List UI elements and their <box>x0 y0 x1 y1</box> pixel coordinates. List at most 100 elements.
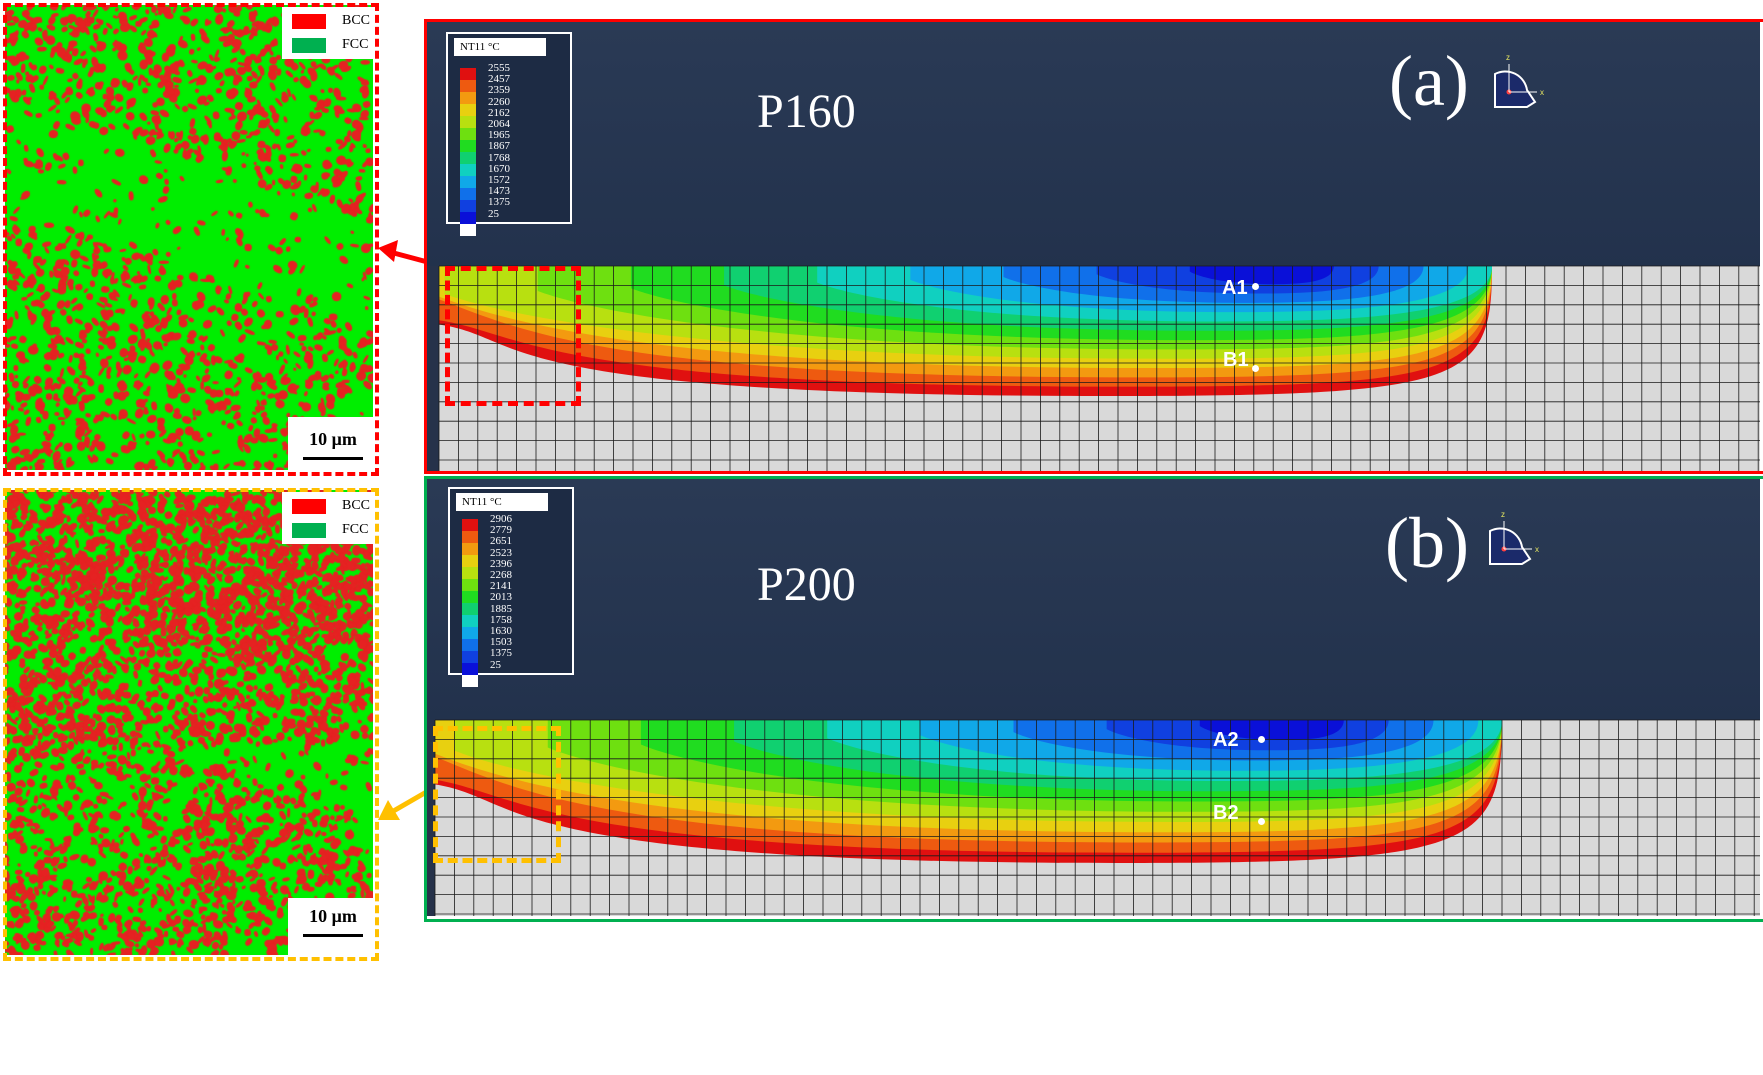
panel-a-frame <box>424 19 1763 474</box>
point-label-a2: A2 <box>1213 729 1239 751</box>
scale-bar-label-top: 10 μm <box>309 429 357 449</box>
point-dot-a2 <box>1258 736 1265 743</box>
colorbar-swatch <box>460 128 476 140</box>
sample-label-b: P200 <box>757 558 856 611</box>
axis-x-label-b: x <box>1535 545 1539 554</box>
zoom-frame-top <box>3 3 379 476</box>
point-label-b1: B1 <box>1223 349 1249 371</box>
colorbar-swatch <box>462 627 478 639</box>
colorbar-swatches-a <box>460 68 476 236</box>
colorbar-swatch <box>460 80 476 92</box>
colorbar-tick-label: 1758 <box>490 613 512 626</box>
scale-bar-bottom <box>303 934 363 937</box>
zoom-frame-bottom <box>3 488 379 961</box>
axis-triad-b: z x <box>1489 510 1539 565</box>
point-label-a1: A1 <box>1222 277 1248 299</box>
axis-triad-a: z x <box>1494 53 1544 108</box>
scale-bar-box-top: 10 μm <box>288 417 378 470</box>
phase-legend-top: BCC FCC <box>282 7 377 59</box>
colorbar-a: NT11 °C 2555 2457 2359 2260 2162 2064 1965 1867… <box>446 32 572 236</box>
colorbar-b: NT11 °C 2906 2779 2651 2523 2396 2268 2141 2013… <box>448 487 574 687</box>
colorbar-tick-label: 1670 <box>488 162 510 175</box>
axis-z-label-b: z <box>1501 510 1505 519</box>
scale-bar-box-bottom: 10 μm <box>288 898 378 955</box>
colorbar-swatches-b <box>462 519 478 687</box>
scale-bar-label-bottom: 10 μm <box>309 906 357 926</box>
colorbar-swatch <box>460 104 476 116</box>
colorbar-tick-label: 2457 <box>488 73 510 86</box>
phase-map-bottom: BCC FCC 10 μm <box>5 490 378 955</box>
colorbar-tick-label: 1572 <box>488 174 510 186</box>
colorbar-tick-label: 1503 <box>490 636 512 649</box>
mesh-b <box>427 719 1760 916</box>
legend-swatch-fcc <box>292 523 326 538</box>
panel-a: NT11 °C 2555 2457 2359 2260 2162 2064 1965 1867… <box>427 22 1760 471</box>
colorbar-swatch <box>462 531 478 543</box>
point-label-b2: B2 <box>1213 802 1239 824</box>
colorbar-swatch <box>460 212 476 224</box>
arrow-red-head <box>378 240 398 262</box>
legend-label-fcc: FCC <box>342 37 369 52</box>
colorbar-tick-label: 1867 <box>488 140 510 153</box>
legend-swatch-bcc <box>292 499 326 514</box>
point-dot-b2 <box>1258 818 1265 825</box>
colorbar-tick-label: 2359 <box>488 84 510 97</box>
panel-b-frame <box>424 476 1763 922</box>
colorbar-swatch <box>462 591 478 603</box>
colorbar-swatch <box>460 200 476 212</box>
mesh-grid <box>434 719 1760 916</box>
arrow-orange-head <box>378 800 400 820</box>
colorbar-tick-label: 2555 <box>488 62 510 74</box>
colorbar-swatch <box>460 176 476 188</box>
zoom-region-a <box>445 266 581 406</box>
colorbar-tick-label: 25 <box>488 207 499 220</box>
colorbar-tick-label: 1375 <box>490 647 512 660</box>
phase-legend-bottom: BCC FCC <box>282 492 377 544</box>
axis-triad-shape-b <box>1489 527 1532 565</box>
colorbar-tick-label: 2651 <box>490 535 512 548</box>
colorbar-swatch <box>462 675 478 687</box>
colorbar-swatch <box>460 140 476 152</box>
colorbar-tick-label: 2523 <box>490 546 512 559</box>
colorbar-swatch <box>460 68 476 80</box>
axis-z-label-a: z <box>1506 53 1510 62</box>
colorbar-title-b: NT11 °C <box>456 493 548 511</box>
colorbar-tick-label: 1768 <box>488 151 510 164</box>
zoom-region-b <box>433 726 561 863</box>
legend-label-fcc: FCC <box>342 522 369 537</box>
sample-label-a: P160 <box>757 85 856 138</box>
colorbar-swatch <box>460 116 476 128</box>
axis-x-label-a: x <box>1540 88 1544 97</box>
mesh-a <box>427 265 1760 471</box>
scale-bar-top <box>303 457 363 460</box>
colorbar-swatch <box>462 555 478 567</box>
colorbar-swatch <box>462 567 478 579</box>
colorbar-tick-label: 2141 <box>490 580 512 593</box>
colorbar-swatch <box>460 92 476 104</box>
temperature-band <box>1189 266 1334 285</box>
panel-b: NT11 °C 2906 2779 2651 2523 2396 2268 2141 2013… <box>427 479 1760 916</box>
panel-letter-a: (a) <box>1389 41 1469 121</box>
colorbar-swatch <box>462 639 478 651</box>
colorbar-title-a: NT11 °C <box>454 38 546 56</box>
colorbar-tick-label: 1375 <box>488 196 510 209</box>
colorbar-swatch <box>462 651 478 663</box>
colorbar-tick-label: 25 <box>490 658 501 671</box>
colorbar-swatch <box>462 603 478 615</box>
colorbar-tick-label: 2906 <box>490 513 512 525</box>
colorbar-tick-label: 2013 <box>490 591 512 604</box>
colorbar-tick-label: 1473 <box>488 185 510 198</box>
colorbar-swatch <box>462 519 478 531</box>
mesh-grid <box>438 265 1760 471</box>
mesh-edge <box>427 720 435 916</box>
phase-map-bottom-canvas <box>5 490 373 955</box>
axis-triad-shape-a <box>1494 70 1537 108</box>
colorbar-tick-label: 2268 <box>490 569 512 581</box>
colorbar-swatch <box>462 543 478 555</box>
colorbar-tick-label: 2260 <box>488 95 510 108</box>
legend-label-bcc: BCC <box>342 498 371 513</box>
colorbar-swatch <box>462 663 478 675</box>
colorbar-tick-label: 1630 <box>490 625 512 637</box>
colorbar-swatch <box>462 615 478 627</box>
colorbar-tick-label: 2396 <box>490 557 512 570</box>
